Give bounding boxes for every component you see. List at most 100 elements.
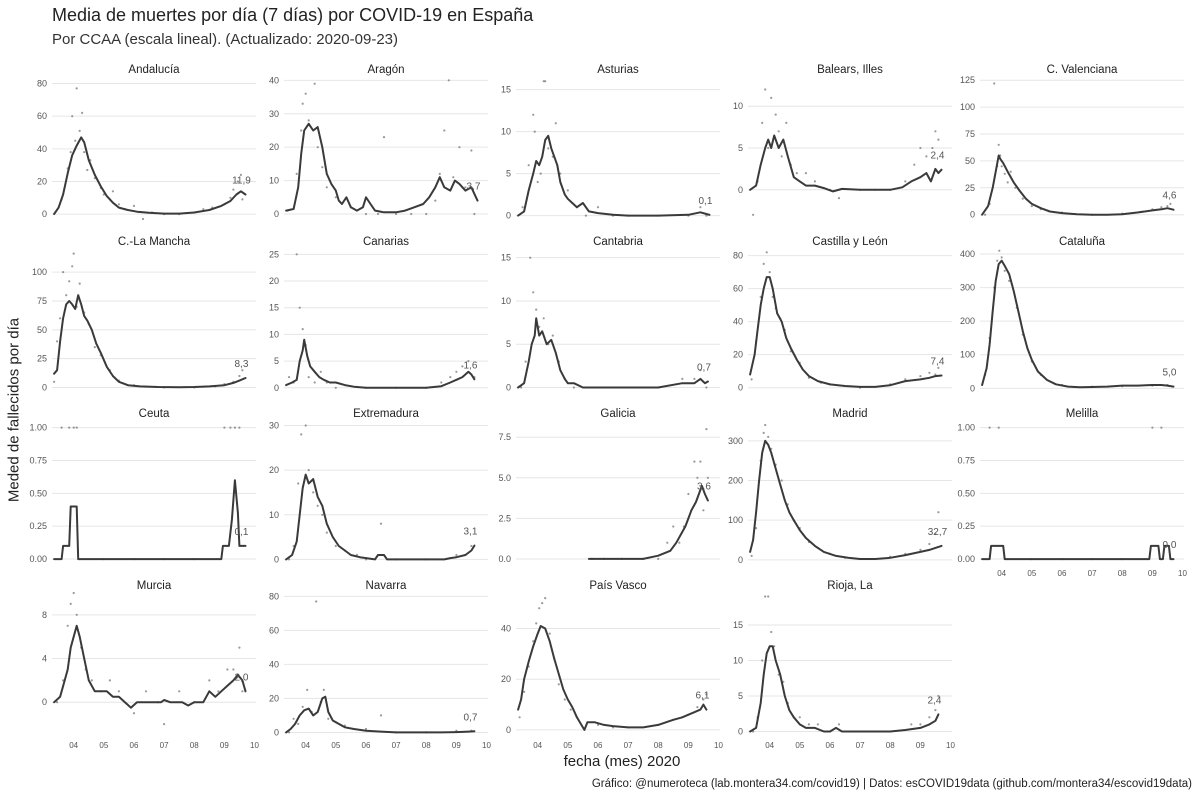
- data-point: [321, 166, 324, 169]
- data-point: [532, 113, 535, 116]
- data-point: [83, 151, 86, 154]
- data-point: [934, 532, 937, 536]
- y-tick-label: 0: [970, 210, 975, 220]
- series-line: [981, 154, 1175, 216]
- x-tick-label: 10: [250, 741, 259, 750]
- x-tick-label: 04: [765, 741, 774, 750]
- y-tick-label: 80: [269, 591, 279, 601]
- x-tick-label: 06: [1058, 569, 1067, 578]
- y-tick-label: 7.5: [498, 432, 511, 442]
- data-point: [693, 460, 696, 463]
- series-line: [749, 645, 940, 733]
- data-point: [301, 102, 304, 105]
- data-point: [241, 198, 244, 201]
- y-tick-label: 20: [733, 350, 743, 360]
- data-point: [334, 544, 337, 548]
- data-point: [455, 370, 458, 373]
- panel-madrid: Madrid 0 100 200 300 32,7: [728, 408, 952, 565]
- data-point: [1030, 205, 1033, 208]
- data-point: [937, 366, 940, 369]
- last-value-label: 0,0: [1163, 540, 1177, 551]
- data-point: [65, 294, 68, 297]
- data-point: [765, 251, 768, 254]
- data-point: [434, 199, 437, 202]
- y-tick-label: 20: [269, 276, 279, 286]
- data-point: [322, 688, 325, 692]
- y-tick-label: 10: [269, 176, 279, 186]
- data-point: [535, 622, 538, 625]
- panel-melilla: Melilla 0.00 0.25 0.50 0.75 1.00 04 05 06 07 08 09 1…: [957, 408, 1187, 578]
- data-point: [315, 600, 318, 603]
- data-point: [364, 212, 368, 216]
- data-point: [1151, 426, 1154, 429]
- data-point: [108, 679, 111, 682]
- data-point: [762, 262, 765, 265]
- data-point: [672, 525, 675, 528]
- y-tick-label: 40: [269, 659, 279, 669]
- data-point: [764, 423, 767, 427]
- x-tick-label: 06: [130, 741, 139, 750]
- panel-title: Ceuta: [139, 408, 170, 420]
- data-point: [288, 376, 291, 379]
- data-point: [813, 180, 817, 183]
- data-point: [447, 79, 450, 82]
- data-point: [226, 668, 229, 671]
- data-point: [1000, 165, 1003, 168]
- y-tick-label: 0: [738, 383, 743, 393]
- data-point: [144, 690, 148, 693]
- data-point: [62, 271, 65, 274]
- data-point: [584, 214, 588, 217]
- panel-title: Asturias: [597, 64, 639, 76]
- x-tick-label: 07: [392, 741, 401, 750]
- series-line: [517, 317, 709, 389]
- y-tick-label: 100: [728, 515, 743, 525]
- y-tick-label: 5: [506, 169, 511, 179]
- x-tick-label: 05: [99, 741, 108, 750]
- x-tick-label: 10: [1178, 569, 1187, 578]
- data-point: [934, 709, 937, 712]
- data-point: [458, 146, 461, 149]
- data-point: [60, 426, 63, 429]
- data-point: [681, 377, 684, 380]
- data-point: [538, 607, 541, 610]
- x-tick-label: 10: [482, 741, 491, 750]
- data-point: [239, 173, 242, 176]
- data-point: [238, 646, 241, 649]
- data-point: [1009, 170, 1012, 173]
- data-point: [238, 374, 241, 378]
- data-point: [1169, 202, 1172, 205]
- data-point: [928, 542, 931, 546]
- data-point: [666, 541, 669, 544]
- y-tick-label: 0: [42, 209, 47, 219]
- x-tick-label: 07: [624, 741, 633, 750]
- data-point: [455, 553, 458, 557]
- panel-galicia: Galicia 0.0 2.5 5.0 7.5 3,6: [498, 408, 720, 564]
- data-point: [1003, 269, 1006, 272]
- y-tick-label: 40: [269, 75, 279, 85]
- data-point: [75, 613, 78, 616]
- y-tick-label: 0: [738, 555, 743, 565]
- x-tick-label: 10: [946, 741, 955, 750]
- last-value-label: 8,3: [235, 359, 249, 370]
- data-point: [928, 371, 931, 374]
- x-tick-label: 06: [594, 741, 603, 750]
- data-point: [319, 370, 322, 373]
- data-point: [696, 476, 699, 479]
- data-point: [178, 690, 181, 693]
- data-point: [750, 378, 753, 381]
- data-point: [780, 479, 783, 482]
- data-point: [904, 378, 907, 381]
- data-point: [937, 511, 940, 514]
- data-point: [768, 271, 771, 274]
- data-point: [78, 282, 81, 285]
- panel-title: País Vasco: [589, 580, 646, 592]
- data-point: [569, 708, 572, 711]
- data-point: [541, 602, 544, 605]
- data-point: [521, 206, 524, 209]
- data-point: [111, 190, 114, 193]
- data-point: [807, 723, 811, 726]
- panel-title: Galicia: [600, 408, 636, 420]
- panel-aragon: Aragón 0 10 20 30 40 3,7: [269, 64, 488, 219]
- x-tick-label: 04: [997, 569, 1006, 578]
- panel-balears-illes: Balears, Illes 0 5 10 2,4: [733, 64, 952, 216]
